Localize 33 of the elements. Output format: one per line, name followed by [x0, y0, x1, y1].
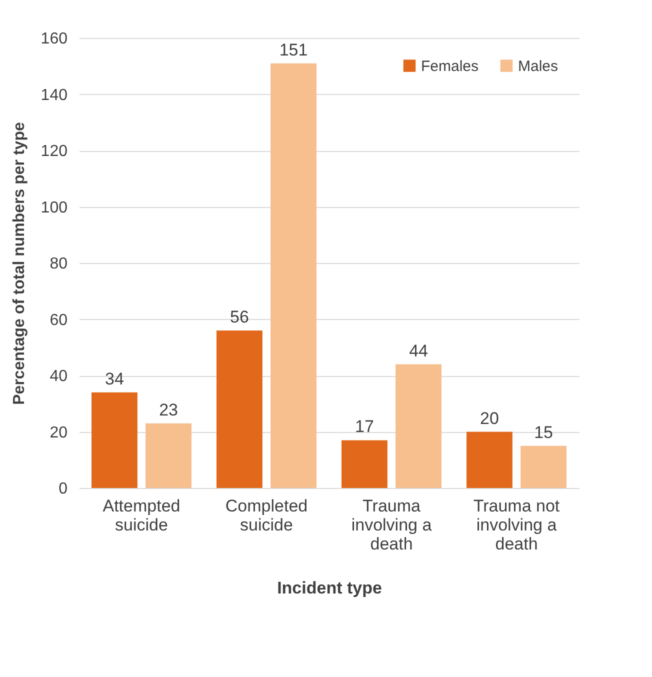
x-tick-label: Trauma not involving a death: [473, 496, 560, 554]
data-label: 151: [279, 40, 308, 60]
y-tick-label: 100: [40, 199, 68, 216]
data-label: 44: [409, 341, 428, 360]
bar: [216, 330, 262, 488]
bar: [92, 392, 138, 488]
data-label: 20: [480, 408, 499, 428]
y-tick-label: 40: [50, 368, 68, 385]
y-tick-label: 0: [58, 480, 68, 498]
y-tick-label: 80: [50, 256, 68, 272]
y-axis-title: Percentage of total numbers per type: [10, 122, 28, 405]
x-tick-label: Completed suicide: [225, 496, 308, 534]
y-tick-label: 20: [50, 424, 68, 442]
y-tick-label: 140: [40, 86, 68, 104]
bar: [146, 423, 192, 488]
data-label: 15: [534, 422, 553, 442]
x-axis-title: Incident type: [277, 578, 382, 598]
bar: [466, 432, 512, 488]
y-tick-label: 160: [40, 30, 68, 48]
bar: [520, 446, 566, 488]
y-tick-label: 120: [40, 143, 68, 160]
data-label: 34: [105, 369, 124, 388]
y-tick-label: 60: [50, 312, 68, 329]
bar: [342, 440, 388, 488]
legend-label: Males: [518, 58, 558, 75]
data-label: 23: [159, 400, 178, 420]
data-label: 17: [355, 417, 374, 436]
data-label: 56: [230, 308, 249, 326]
x-tick-label: Attempted suicide: [102, 496, 180, 534]
legend-label: Females: [421, 58, 479, 75]
bar: [396, 364, 442, 488]
bar: [270, 63, 316, 488]
x-tick-label: Trauma involving a death: [351, 496, 432, 554]
